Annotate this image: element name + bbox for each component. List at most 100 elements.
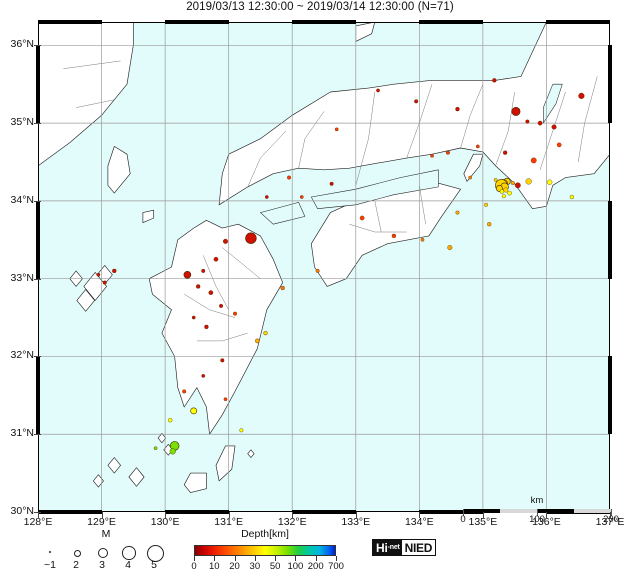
magnitude-legend-circle — [73, 549, 81, 557]
scale-bar-filled-segment — [463, 509, 500, 513]
map-svg — [38, 22, 610, 512]
latitude-tick-mark — [34, 200, 41, 202]
frame-tick-segment — [165, 510, 229, 514]
latitude-tick-mark — [34, 123, 41, 125]
longitude-tick-mark — [38, 512, 39, 518]
earthquake-marker — [487, 222, 492, 227]
earthquake-marker — [510, 181, 515, 185]
earthquake-marker — [245, 232, 257, 244]
earthquake-marker — [546, 179, 553, 185]
earthquake-marker — [455, 106, 460, 112]
earthquake-marker — [208, 290, 214, 295]
longitude-tick-label: 136°E — [532, 516, 561, 528]
latitude-tick-label: 33°N — [10, 271, 34, 284]
longitude-tick-label: 132°E — [277, 516, 307, 528]
earthquake-marker — [315, 268, 320, 273]
earthquake-marker — [201, 268, 206, 273]
depth-legend-tick — [194, 556, 195, 561]
frame-tick-segment — [38, 20, 102, 24]
depth-legend-label: 700 — [328, 561, 344, 572]
longitude-tick-label: 129°E — [87, 516, 116, 528]
depth-colorbar — [194, 545, 336, 556]
magnitude-legend-title: M — [101, 528, 111, 540]
depth-legend-tick — [295, 556, 297, 561]
earthquake-marker — [183, 270, 192, 279]
earthquake-marker — [484, 202, 489, 207]
earthquake-marker — [334, 127, 339, 132]
longitude-tick-mark — [292, 512, 294, 518]
earthquake-marker — [501, 194, 506, 199]
earthquake-marker — [264, 195, 269, 199]
depth-legend-title: Depth[km] — [241, 528, 289, 540]
magnitude-legend-label: 4 — [125, 559, 131, 571]
longitude-tick-label: 128°E — [23, 516, 53, 528]
depth-legend-tick — [234, 556, 236, 561]
earthquake-marker — [96, 272, 101, 277]
map-container[interactable]: km 0 100 200 — [36, 20, 619, 525]
scale-bar-tick — [537, 509, 538, 516]
depth-legend-label: 20 — [229, 561, 240, 572]
earthquake-marker — [445, 150, 450, 155]
longitude-tick-mark — [228, 512, 230, 518]
frame-tick-segment — [38, 510, 102, 514]
frame-tick-segment — [419, 20, 483, 24]
frame-tick-segment — [292, 20, 356, 24]
latitude-tick-mark — [34, 278, 41, 280]
magnitude-legend-circle — [122, 546, 136, 560]
longitude-tick-label: 137°E — [595, 516, 625, 528]
frame-tick-segment — [36, 45, 40, 124]
earthquake-marker — [455, 210, 460, 215]
depth-legend-label: 200 — [307, 561, 324, 572]
earthquake-marker — [299, 195, 304, 199]
frame-tick-segment — [608, 200, 612, 279]
latitude-tick-label: 32°N — [10, 349, 34, 362]
magnitude-legend: M ~1 2 3 4 5 — [36, 528, 176, 576]
depth-legend-label: 30 — [249, 561, 261, 572]
earthquake-marker — [213, 256, 219, 262]
earthquake-marker — [223, 397, 228, 402]
magnitude-legend-label: ~1 — [44, 559, 56, 571]
longitude-tick-label: 134°E — [404, 516, 434, 528]
depth-legend-tick — [315, 556, 317, 561]
earthquake-marker — [102, 280, 107, 285]
scale-bar: km 0 100 200 — [459, 495, 619, 530]
logo-nied-text: NIED — [401, 540, 436, 555]
depth-legend: Depth[km] 0 10 20 30 50 100 200 700 — [190, 528, 344, 576]
frame-tick-segment — [292, 510, 356, 514]
magnitude-legend-label: 3 — [99, 559, 105, 571]
scale-bar-tick-label: 0 — [460, 514, 466, 525]
earthquake-marker — [551, 124, 557, 130]
earthquake-marker — [223, 238, 228, 244]
earthquake-marker — [569, 194, 575, 200]
depth-legend-label: 100 — [287, 561, 304, 572]
scale-bar-unit: km — [530, 495, 544, 506]
frame-tick-segment — [419, 510, 483, 514]
earthquake-marker — [239, 428, 244, 433]
magnitude-legend-circle — [48, 550, 52, 554]
earthquake-markers-layer — [96, 78, 585, 455]
longitude-tick-label: 135°E — [468, 516, 498, 528]
earthquake-marker — [578, 92, 585, 99]
earthquake-marker — [220, 358, 225, 363]
longitude-tick-label: 130°E — [150, 516, 180, 528]
longitude-tick-mark — [419, 512, 421, 518]
earthquake-marker — [219, 303, 224, 308]
latitude-tick-label: 36°N — [10, 38, 34, 51]
earthquake-marker — [447, 245, 453, 251]
hinet-nied-logo: Hi -net NIED — [372, 539, 437, 556]
latitude-tick-label: 35°N — [10, 116, 34, 129]
map-plot-area[interactable] — [38, 22, 610, 512]
depth-legend-label: 0 — [191, 561, 197, 572]
scale-bar-tick — [463, 509, 464, 516]
earthquake-marker — [280, 285, 285, 291]
longitude-tick-mark — [546, 512, 548, 518]
earthquake-marker — [420, 237, 425, 242]
earthquake-marker — [514, 182, 521, 189]
latitude-tick-mark — [34, 356, 41, 358]
scale-bar-tick — [611, 509, 612, 516]
frame-tick-segment — [36, 356, 40, 435]
latitude-tick-mark — [34, 45, 41, 47]
earthquake-marker — [204, 324, 209, 330]
depth-legend-label: 10 — [208, 561, 220, 572]
longitude-tick-mark — [101, 512, 103, 518]
